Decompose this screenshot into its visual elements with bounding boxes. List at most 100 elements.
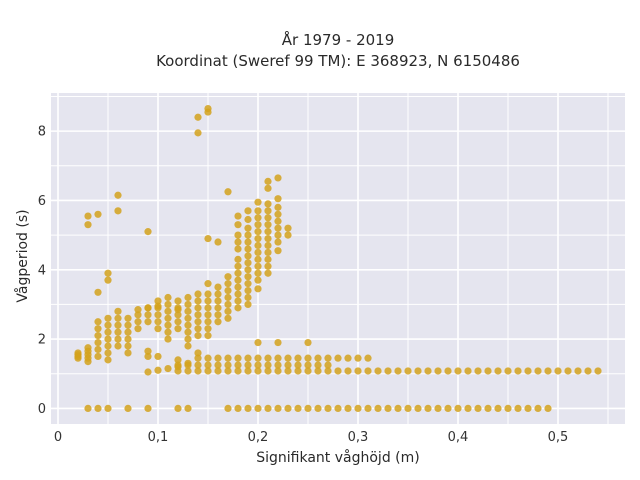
data-point [164,364,172,373]
data-point [264,234,272,243]
data-point [204,104,212,113]
data-point [184,314,192,322]
data-point [194,325,202,333]
data-point [204,367,212,375]
data-point [404,404,412,413]
data-point [244,361,252,369]
data-point [214,238,222,246]
data-point [184,328,192,336]
data-point [264,255,272,263]
y-tick-label: 8 [38,125,46,140]
data-point [214,318,222,326]
data-point [144,368,152,376]
data-point [234,404,242,413]
data-point [544,367,552,375]
data-point [274,354,282,362]
tick-labels: 0 0,1 0,2 0,3 0,4 0,5 0 2 4 6 8 [38,125,569,445]
data-point [354,367,362,375]
data-point [444,404,452,413]
data-point [144,304,152,312]
data-point [324,361,332,369]
data-point [274,231,282,239]
data-point [524,404,532,413]
data-point [244,238,252,246]
data-point [294,354,302,362]
data-point [234,212,242,220]
data-point [274,210,282,218]
data-point [234,221,242,229]
data-point [214,311,222,319]
data-point [124,342,132,350]
data-point [174,325,182,333]
data-point [284,354,292,362]
data-point [244,280,252,288]
data-point [264,177,272,185]
data-point [464,367,472,375]
data-points [74,104,602,413]
data-point [94,352,102,361]
data-point [104,335,112,343]
data-point [284,224,292,232]
data-point [264,404,272,413]
data-point [224,188,232,196]
data-point [164,293,172,302]
data-point [214,361,222,369]
data-point [344,354,352,362]
data-point [204,304,212,312]
data-point [84,404,92,413]
data-point [334,367,342,375]
data-point [124,321,132,329]
data-point [194,311,202,319]
x-tick-label: 0,2 [248,430,269,445]
data-point [254,241,262,250]
data-point [224,404,232,413]
data-point [194,297,202,305]
data-point [534,404,542,413]
data-point [234,245,242,253]
data-point [94,332,102,340]
data-point [264,241,272,250]
data-point [454,404,462,413]
data-point [124,349,132,357]
data-point [254,361,262,369]
data-point [484,404,492,413]
data-point [184,335,192,343]
data-point [494,367,502,375]
data-point [234,361,242,369]
x-axis-label: Signifikant våghöjd (m) [256,449,419,466]
data-point [184,300,192,309]
data-point [114,307,122,315]
data-point [274,217,282,225]
data-point [214,283,222,291]
data-point [244,215,252,224]
data-point [304,361,312,369]
data-point [274,361,282,369]
data-point [174,297,182,305]
data-point [304,354,312,362]
data-point [454,367,462,375]
data-point [194,304,202,312]
data-point [234,297,242,305]
data-point [104,404,112,413]
data-point [204,318,212,326]
data-point [194,367,202,375]
data-point [104,349,112,357]
data-point [304,367,312,375]
data-point [504,404,512,413]
data-point [164,335,172,343]
data-point [324,354,332,362]
data-point [264,269,272,277]
data-point [424,367,432,375]
data-point [154,366,162,374]
data-point [514,367,522,375]
data-point [314,354,322,362]
data-point [144,311,152,319]
data-point [244,293,252,302]
data-point [224,367,232,375]
data-point [234,255,242,263]
data-point [264,361,272,369]
data-point [184,404,192,413]
data-point [224,300,232,309]
y-tick-label: 6 [38,194,46,209]
data-point [334,404,342,413]
